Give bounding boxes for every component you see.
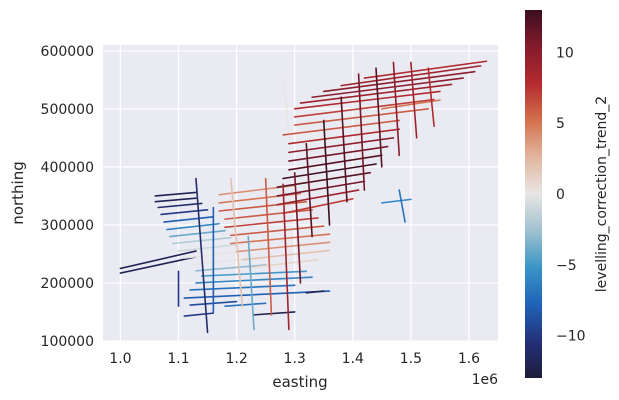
flight-line bbox=[224, 217, 319, 229]
y-tick-label: 200000 bbox=[41, 276, 94, 292]
flight-lines bbox=[119, 60, 488, 334]
colorbar-tick-label: 5 bbox=[556, 116, 565, 132]
flight-line bbox=[166, 222, 220, 231]
x-tick-label: 1.0 bbox=[109, 351, 131, 367]
flight-line bbox=[293, 90, 441, 110]
colorbar-ticks: −10 −5 0 5 10 bbox=[556, 45, 586, 344]
flight-line bbox=[195, 177, 209, 334]
flight-line bbox=[229, 225, 325, 237]
flight-line bbox=[322, 70, 476, 93]
flight-line bbox=[195, 264, 267, 272]
flight-line bbox=[235, 241, 331, 253]
y-tick-label: 100000 bbox=[41, 334, 94, 350]
flight-line bbox=[195, 276, 313, 284]
flight-line bbox=[247, 235, 255, 331]
x-tick-label: 1.4 bbox=[342, 351, 364, 367]
flight-line bbox=[154, 191, 197, 197]
flight-line bbox=[288, 145, 389, 162]
y-axis-ticks: 100000 200000 300000 400000 500000 600000 bbox=[41, 44, 94, 350]
x-tick-label: 1.1 bbox=[167, 351, 189, 367]
flight-line bbox=[276, 171, 372, 188]
flight-line bbox=[177, 243, 238, 252]
flight-line bbox=[183, 312, 215, 317]
x-axis-label: easting bbox=[272, 373, 327, 391]
flight-line bbox=[171, 236, 232, 245]
colorbar-tick-label: 0 bbox=[556, 187, 565, 203]
flight-line bbox=[119, 256, 197, 274]
flight-line bbox=[305, 142, 313, 238]
flight-line bbox=[169, 229, 226, 238]
flight-line bbox=[311, 77, 464, 99]
flight-line bbox=[392, 61, 401, 157]
flight-line bbox=[427, 67, 435, 128]
flight-line bbox=[224, 209, 313, 220]
flight-line bbox=[381, 99, 441, 110]
flight-line bbox=[264, 177, 273, 316]
flight-line bbox=[340, 96, 348, 203]
flight-line bbox=[229, 233, 331, 245]
flight-line bbox=[357, 73, 366, 191]
flight-line bbox=[322, 119, 331, 226]
flight-line bbox=[224, 302, 267, 307]
flight-line bbox=[276, 189, 360, 206]
y-tick-label: 300000 bbox=[41, 218, 94, 234]
flight-line bbox=[160, 209, 209, 216]
colorbar-tick-label: −10 bbox=[556, 329, 586, 345]
flight-line bbox=[200, 270, 308, 277]
colorbar-tick-label: 10 bbox=[556, 45, 574, 61]
colorbar-label: levelling_correction_trend_2 bbox=[594, 96, 610, 292]
flight-line bbox=[189, 284, 296, 291]
y-tick-label: 600000 bbox=[41, 44, 94, 60]
colorbar-tick-label: −5 bbox=[556, 258, 577, 274]
flight-line bbox=[282, 163, 377, 180]
flight-line bbox=[381, 198, 412, 204]
colorbar bbox=[525, 10, 542, 378]
y-tick-label: 500000 bbox=[41, 102, 94, 118]
flight-line bbox=[340, 65, 482, 87]
flight-line bbox=[282, 198, 354, 215]
flight-line bbox=[410, 61, 418, 139]
flight-line bbox=[363, 60, 488, 79]
x-offset-label: 1e6 bbox=[472, 372, 499, 388]
flight-line bbox=[299, 83, 453, 104]
flight-line bbox=[154, 197, 197, 203]
flight-line bbox=[293, 98, 435, 118]
flight-line bbox=[276, 180, 366, 197]
y-axis-label: northing bbox=[9, 161, 27, 224]
flight-line bbox=[282, 183, 290, 331]
flight-line bbox=[398, 189, 406, 223]
flight-line bbox=[119, 250, 197, 270]
flight-line bbox=[282, 76, 290, 133]
flight-line bbox=[163, 215, 215, 223]
flight-line bbox=[247, 258, 319, 269]
x-tick-label: 1.3 bbox=[284, 351, 306, 367]
flight-line bbox=[157, 202, 203, 209]
y-tick-label: 400000 bbox=[41, 160, 94, 176]
x-tick-label: 1.6 bbox=[458, 351, 480, 367]
flight-line bbox=[293, 171, 302, 284]
flight-line bbox=[375, 67, 383, 168]
x-tick-label: 1.5 bbox=[400, 351, 422, 367]
flight-line bbox=[288, 154, 383, 171]
flight-line bbox=[183, 290, 331, 299]
x-tick-label: 1.2 bbox=[225, 351, 247, 367]
flight-line bbox=[229, 177, 244, 307]
x-axis-ticks: 1.0 1.1 1.2 1.3 1.4 1.5 1.6 bbox=[109, 351, 480, 367]
flight-line bbox=[305, 290, 325, 294]
